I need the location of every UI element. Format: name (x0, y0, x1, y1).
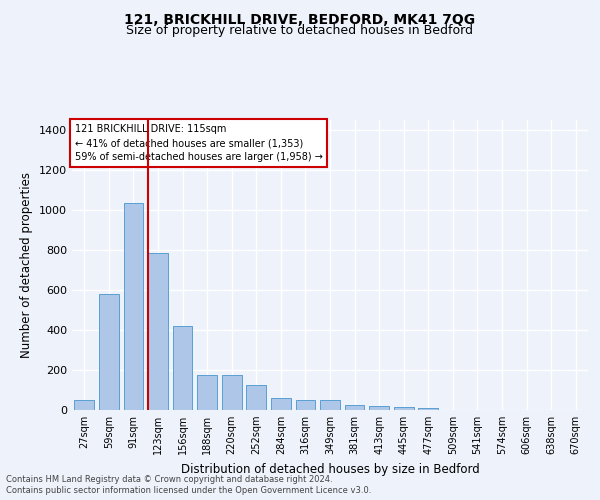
Bar (173, 326, 193, 410)
Bar (418, 408, 438, 410)
Bar (222, 375, 242, 410)
Bar (247, 385, 266, 410)
Bar (99, 294, 119, 410)
Text: Size of property relative to detached houses in Bedford: Size of property relative to detached ho… (127, 24, 473, 37)
Bar (74, 400, 94, 410)
Bar (370, 406, 389, 410)
Bar (296, 400, 315, 410)
Bar (148, 253, 168, 410)
Text: 121, BRICKHILL DRIVE, BEDFORD, MK41 7QG: 121, BRICKHILL DRIVE, BEDFORD, MK41 7QG (124, 12, 476, 26)
Text: Contains HM Land Registry data © Crown copyright and database right 2024.: Contains HM Land Registry data © Crown c… (6, 475, 332, 484)
Bar (271, 398, 290, 410)
Text: 121 BRICKHILL DRIVE: 115sqm
← 41% of detached houses are smaller (1,353)
59% of : 121 BRICKHILL DRIVE: 115sqm ← 41% of det… (74, 124, 322, 162)
Bar (197, 375, 217, 410)
Bar (345, 405, 364, 410)
X-axis label: Distribution of detached houses by size in Bedford: Distribution of detached houses by size … (181, 462, 479, 475)
Y-axis label: Number of detached properties: Number of detached properties (20, 172, 34, 358)
Text: Contains public sector information licensed under the Open Government Licence v3: Contains public sector information licen… (6, 486, 371, 495)
Bar (320, 400, 340, 410)
Bar (124, 203, 143, 410)
Bar (394, 408, 413, 410)
